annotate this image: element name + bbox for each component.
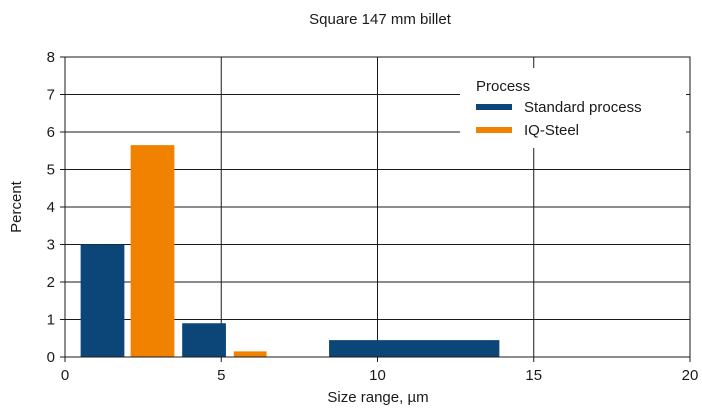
bar-standard-process-0 [80, 244, 125, 357]
chart-title: Square 147 mm billet [309, 11, 452, 28]
y-tick-label: 1 [47, 312, 55, 329]
legend-items: Standard process IQ-Steel [476, 99, 642, 139]
y-axis-ticks: 0 1 2 3 4 5 6 7 8 [47, 49, 65, 366]
bar-iq-steel-1 [233, 351, 267, 357]
x-tick-label: 5 [217, 367, 225, 384]
y-tick-label: 0 [47, 349, 55, 366]
legend-title: Process [476, 78, 530, 95]
y-tick-label: 8 [47, 49, 55, 66]
legend-swatch [476, 104, 512, 110]
bar-iq-steel-0 [130, 145, 175, 357]
bars [80, 145, 500, 357]
legend-label: Standard process [524, 99, 642, 116]
y-axis-label: Percent [8, 180, 25, 233]
legend-swatch [476, 127, 512, 133]
y-tick-label: 2 [47, 274, 55, 291]
bar-standard-process-1 [182, 323, 226, 357]
y-tick-label: 4 [47, 199, 55, 216]
x-axis-ticks: 0 5 10 15 20 [61, 357, 699, 384]
bar-standard-process-2 [329, 340, 500, 357]
y-tick-label: 6 [47, 124, 55, 141]
y-tick-label: 7 [47, 87, 55, 104]
y-tick-label: 5 [47, 162, 55, 179]
x-axis-label: Size range, µm [327, 389, 428, 406]
y-tick-label: 3 [47, 237, 55, 254]
legend: Process Standard process IQ-Steel [460, 68, 686, 148]
x-tick-label: 15 [525, 367, 542, 384]
x-tick-label: 10 [369, 367, 386, 384]
legend-label: IQ-Steel [524, 122, 579, 139]
x-tick-label: 0 [61, 367, 69, 384]
x-tick-label: 20 [682, 367, 699, 384]
